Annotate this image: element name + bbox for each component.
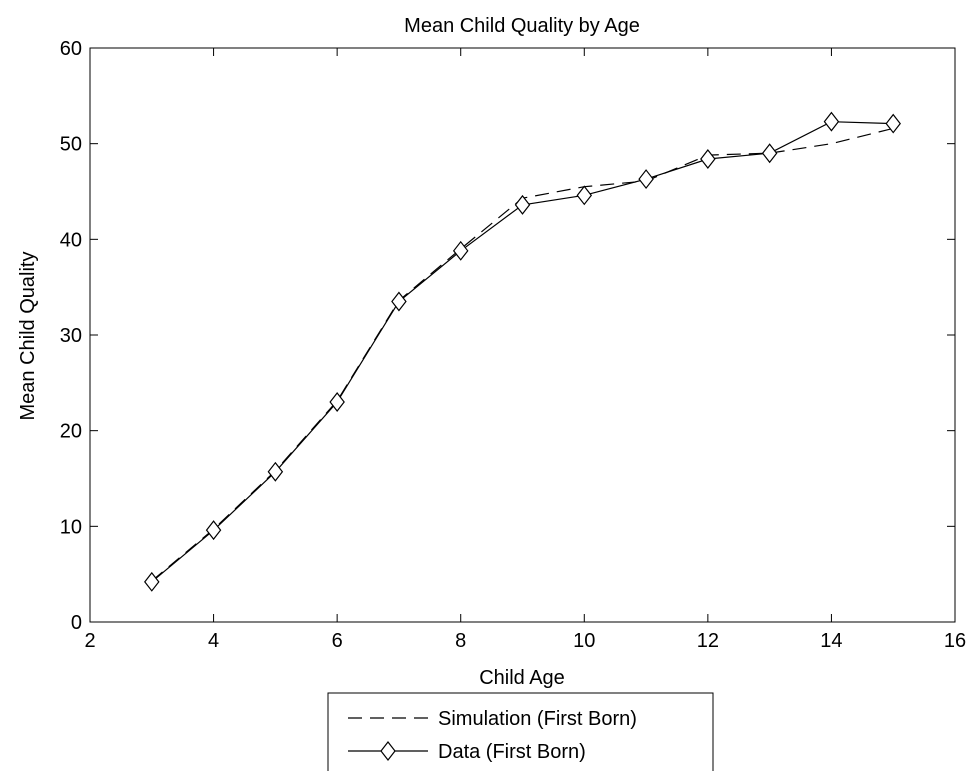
plot-area-border (89, 47, 956, 623)
plot-frame (89, 47, 956, 623)
data-point-marker (700, 148, 716, 169)
legend: Simulation (First Born) Data (First Born… (327, 692, 714, 771)
data-point-marker (576, 185, 593, 206)
y-axis: 0 10 20 30 40 50 60 (60, 38, 955, 634)
x-tick-label: 8 (455, 630, 466, 652)
x-tick-label: 14 (820, 630, 842, 652)
data-point-marker (329, 391, 345, 412)
legend-label-data: Data (First Born) (438, 741, 586, 763)
data-point-marker (761, 143, 778, 164)
data-point-marker (391, 291, 407, 312)
y-axis-label: Mean Child Quality (17, 252, 39, 421)
x-tick-label: 6 (332, 630, 343, 652)
x-tick-label: 12 (697, 630, 719, 652)
chart-title: Mean Child Quality by Age (404, 15, 640, 37)
x-tick-label: 16 (944, 630, 966, 652)
data-point-marker (144, 571, 160, 592)
data-point-marker (267, 461, 284, 482)
x-tick-label: 2 (84, 630, 95, 652)
y-tick-label: 30 (60, 325, 82, 347)
data-point-marker (885, 113, 901, 134)
x-tick-label: 10 (573, 630, 595, 652)
legend-label-simulation: Simulation (First Born) (438, 708, 637, 730)
data-point-marker (514, 194, 531, 215)
x-axis-label: Child Age (479, 667, 565, 689)
series-line-data (151, 121, 894, 583)
x-tick-label: 4 (208, 630, 219, 652)
data-point-marker (823, 111, 840, 132)
x-axis: 2 4 6 8 10 12 14 16 (84, 48, 966, 652)
legend-diamond-marker (380, 741, 396, 761)
y-tick-label: 40 (60, 229, 82, 251)
y-tick-label: 10 (60, 516, 82, 538)
series-layer (144, 111, 901, 592)
y-tick-label: 0 (71, 612, 82, 634)
data-point-marker (638, 169, 654, 190)
data-point-marker (205, 520, 222, 541)
legend-box (327, 692, 714, 771)
y-tick-label: 20 (60, 421, 82, 443)
data-point-marker (452, 240, 469, 261)
y-tick-label: 60 (60, 38, 82, 60)
y-tick-label: 50 (60, 134, 82, 156)
